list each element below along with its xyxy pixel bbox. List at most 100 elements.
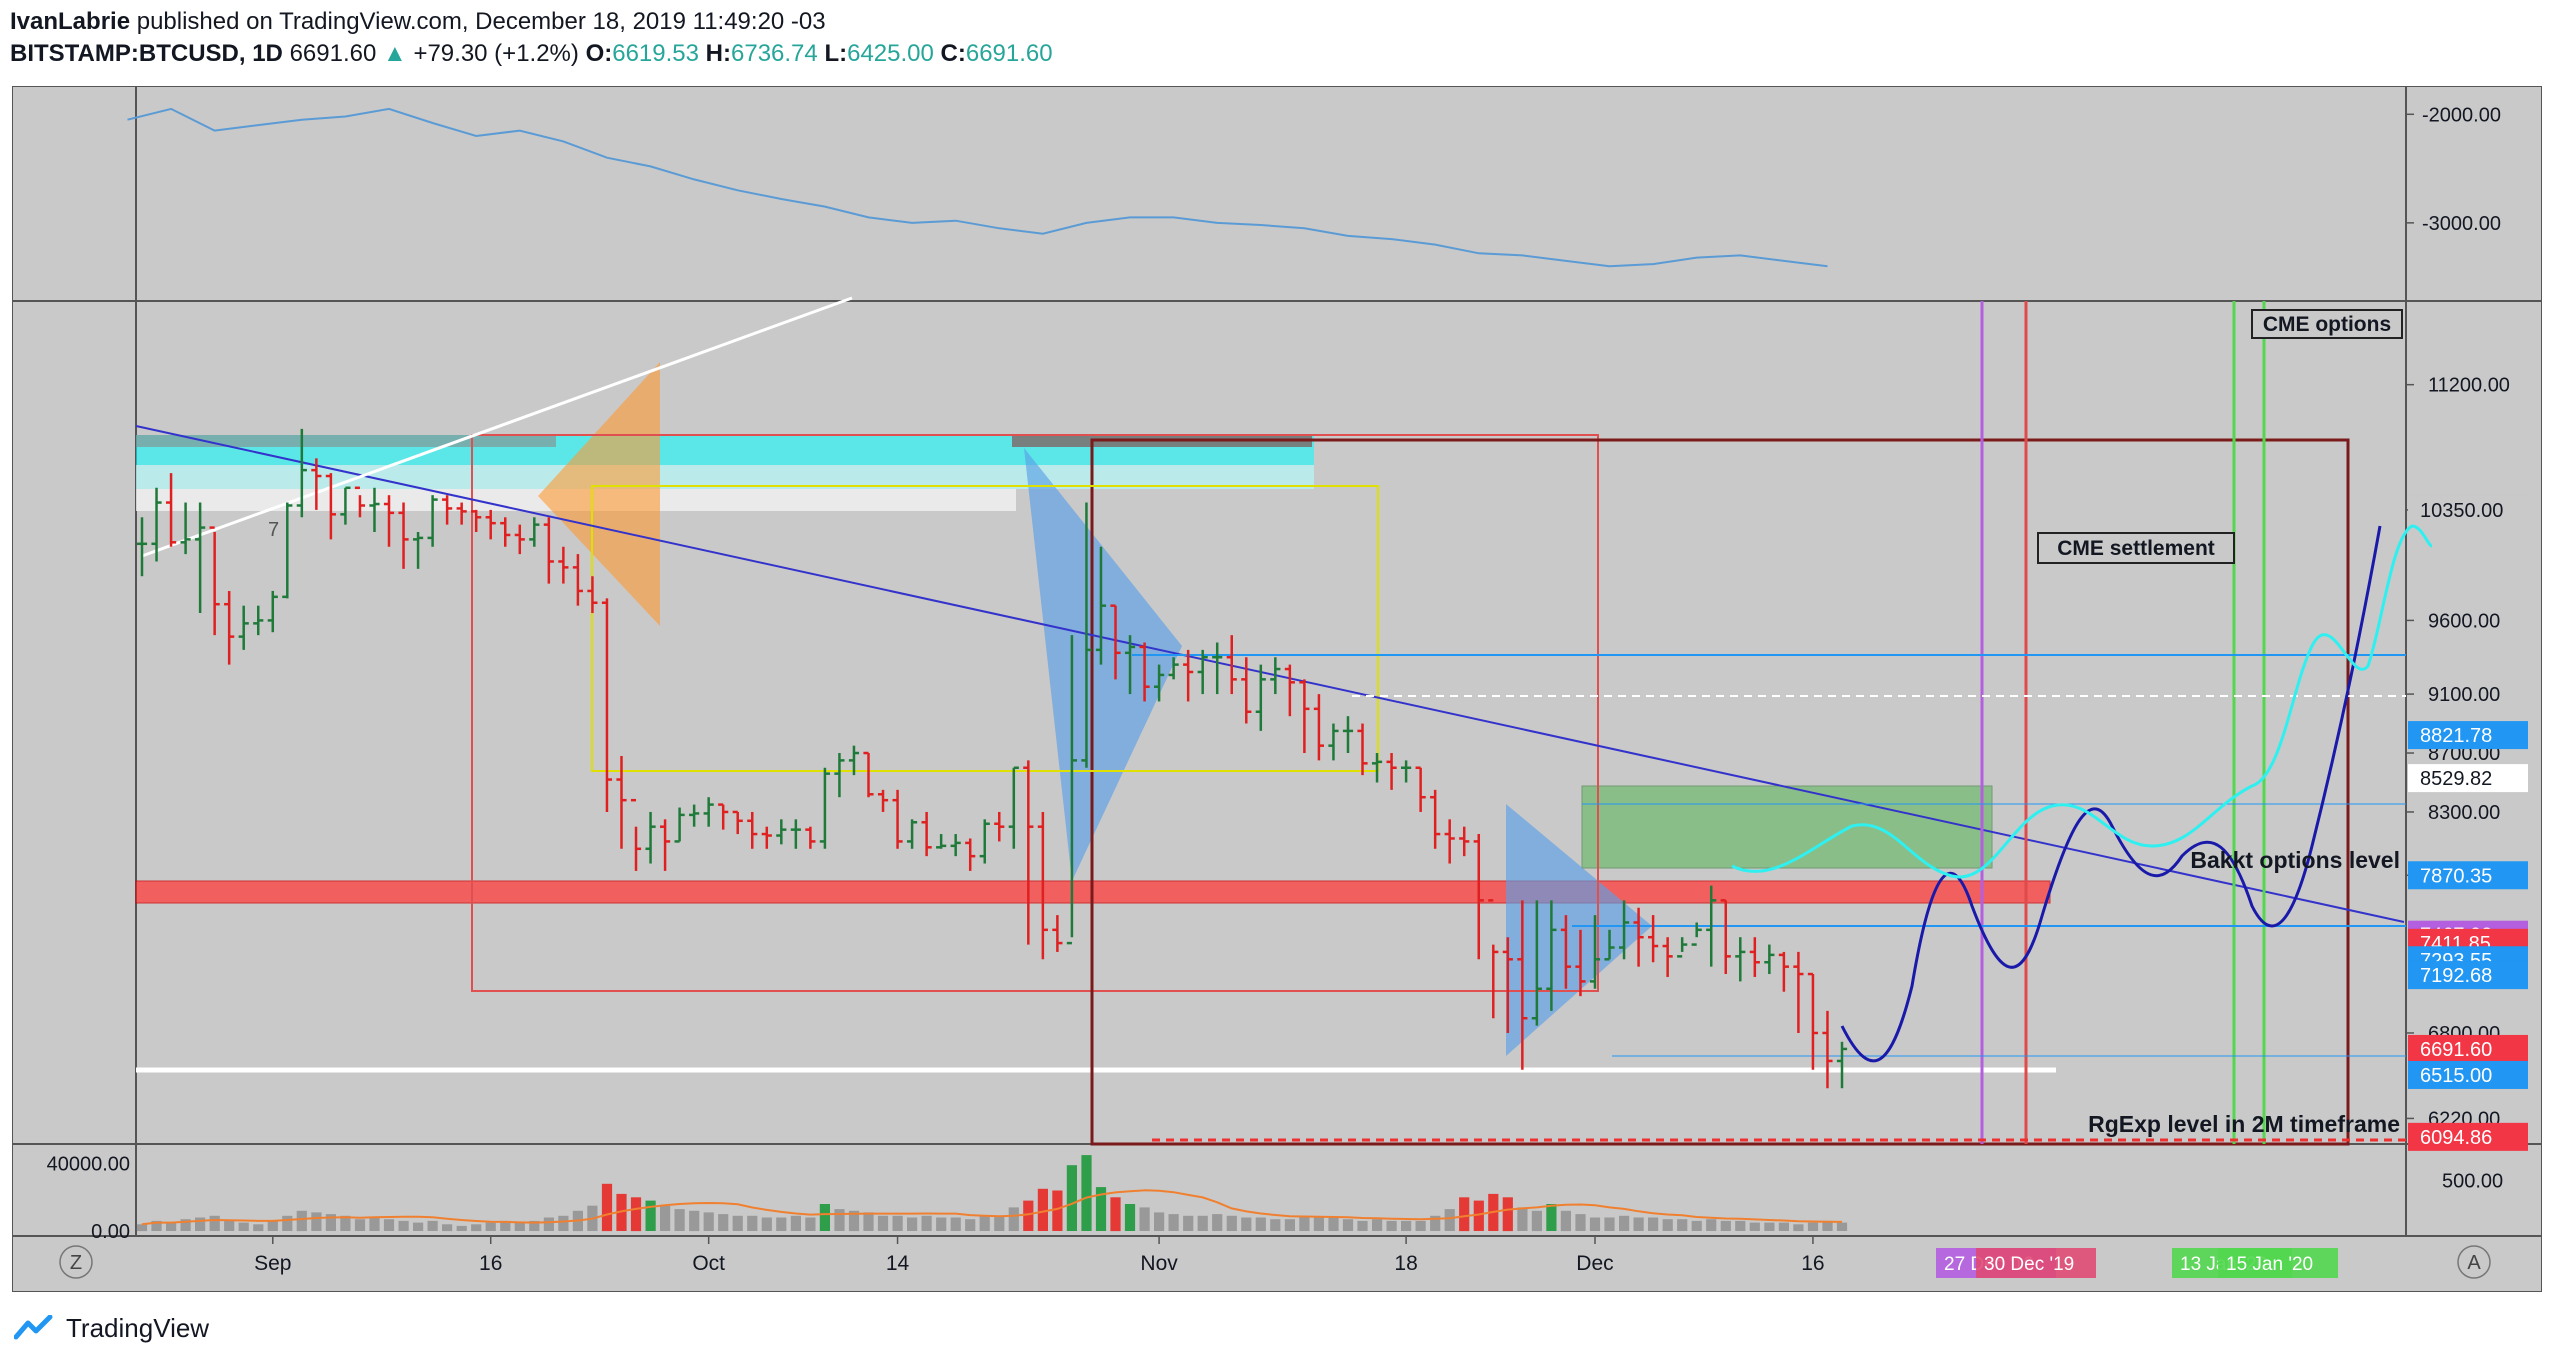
volume-bar [1284, 1219, 1295, 1231]
ohlc-bar [674, 807, 685, 843]
ohlc-bar [805, 826, 816, 849]
volume-bar [456, 1225, 467, 1231]
time-tick-label: Nov [1140, 1252, 1178, 1275]
ohlc-bar [1110, 604, 1121, 680]
volume-bar [1604, 1217, 1615, 1231]
volume-bar [1749, 1222, 1760, 1231]
ohlc-bar [732, 810, 743, 835]
ohlc-bar [1357, 723, 1368, 776]
volume-bar [1183, 1215, 1194, 1231]
price-label-text: 7870.35 [2420, 865, 2492, 887]
trend-line-white [141, 296, 853, 558]
ohlc-bar [601, 598, 613, 812]
price-scale[interactable]: -2000.00 -3000.00 11200.00 10350.00 9600.00 9… [47, 104, 2528, 1243]
volume-bar [1691, 1220, 1702, 1231]
volume-bar [994, 1215, 1005, 1231]
ohlc-bar [1778, 951, 1789, 992]
tradingview-logo-icon[interactable] [14, 1315, 56, 1341]
volume-bar [1401, 1220, 1412, 1231]
ohlc-bar [1168, 657, 1179, 680]
ohlc-bar [659, 819, 671, 871]
ohlc-bar [1706, 885, 1717, 967]
high-label: H: [705, 40, 731, 67]
volume-bar [1037, 1188, 1048, 1231]
ohlc-bar [1023, 760, 1034, 945]
volume-bar [267, 1220, 278, 1231]
auto-scale-button[interactable]: A [2457, 1245, 2491, 1279]
ohlc-bar [180, 502, 191, 555]
price-label: 7870.35 [2408, 861, 2528, 890]
price-label: 6515.00 [2408, 1060, 2528, 1089]
ohlc-bar [1415, 766, 1426, 812]
ohlc-bar [1139, 642, 1150, 702]
ohlc-bar [325, 473, 336, 540]
volume-bar [1270, 1219, 1281, 1231]
publish-info: published on TradingView.com, December 1… [136, 8, 826, 35]
volume-pane [136, 1155, 1848, 1232]
volume-bar [892, 1215, 903, 1231]
ohlc-bar [253, 605, 264, 636]
low-label: L: [824, 40, 848, 67]
volume-bar [1560, 1210, 1571, 1232]
price-label-text: 6691.60 [2420, 1039, 2492, 1061]
ohlc-bar [718, 803, 729, 830]
volume-bar [877, 1215, 889, 1231]
volume-bar [1807, 1222, 1819, 1231]
symbol-name[interactable]: BITSTAMP:BTCUSD, 1D [10, 40, 283, 67]
symbol-line: BITSTAMP:BTCUSD, 1D 6691.60 ▲ +79.30 (+1… [10, 38, 1810, 70]
tradingview-brand[interactable]: TradingView [66, 1312, 210, 1343]
volume-bar [1735, 1220, 1746, 1231]
volume-bar [136, 1224, 148, 1232]
ohlc-bar [689, 804, 700, 827]
ohlc-bar [1371, 753, 1383, 783]
volume-bar [471, 1224, 482, 1232]
close-value: 6691.60 [965, 40, 1053, 67]
ohlc-bar [1691, 922, 1702, 946]
volume-bar [1066, 1165, 1077, 1231]
ohlc-bar [1735, 937, 1746, 982]
volume-bar [1081, 1155, 1092, 1231]
ohlc-bar [1677, 937, 1688, 958]
publisher-name[interactable]: IvanLabrie [10, 8, 131, 35]
price-label: 8821.78 [2408, 721, 2528, 750]
ohlc-bar [747, 811, 758, 849]
price-tick-label: 8300.00 [2428, 802, 2500, 824]
time-tick-label: 18 [1394, 1252, 1417, 1275]
change-arrow-icon: ▲ [383, 40, 407, 67]
volume-bar [979, 1215, 990, 1231]
chart-canvas[interactable]: CME options CME settlement Bakkt options… [12, 86, 2542, 1292]
ohlc-bar [1720, 899, 1731, 975]
time-tick-label: Oct [692, 1252, 725, 1275]
volume-bar [166, 1222, 177, 1231]
ohlc-bar [994, 811, 1005, 842]
ohlc-bar [165, 473, 177, 547]
ohlc-bar [587, 576, 598, 614]
volume-bar [514, 1222, 525, 1231]
projection-curve-blue [1840, 525, 2382, 1063]
ohlc-bar [514, 524, 525, 555]
ohlc-bar [456, 502, 467, 525]
chart-background [12, 86, 2542, 1292]
volume-bar [1386, 1220, 1397, 1231]
volume-bar [1342, 1219, 1354, 1231]
ohlc-bar [703, 797, 714, 827]
ohlc-bar [1560, 915, 1572, 989]
zoom-button[interactable]: Z [59, 1245, 93, 1279]
ohlc-bar [311, 458, 322, 510]
volume-bar [1168, 1214, 1179, 1231]
volume-bar [1430, 1215, 1441, 1231]
ohlc-bar [1517, 900, 1528, 1070]
ohlc-bar [1008, 766, 1019, 849]
ohlc-bar [267, 590, 278, 633]
ohlc-bar [1459, 826, 1470, 857]
drawings-layer [135, 296, 2433, 1146]
ohlc-bar [1836, 1041, 1848, 1089]
volume-bar [1124, 1204, 1136, 1231]
volume-bar [950, 1217, 961, 1231]
ohlc-bar [209, 526, 220, 636]
volume-bar [1008, 1207, 1019, 1231]
volume-bar [732, 1215, 743, 1231]
ohlc-bar [921, 811, 932, 857]
volume-bar [1415, 1220, 1426, 1231]
